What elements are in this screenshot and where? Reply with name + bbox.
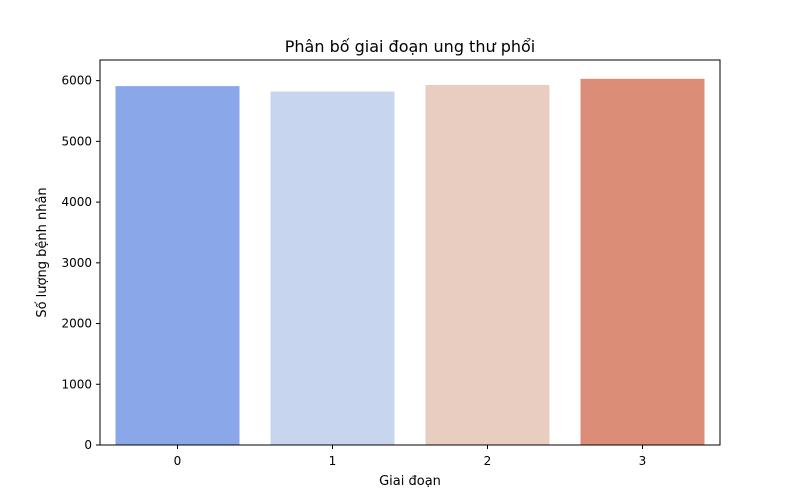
x-tick-label: 1	[329, 454, 337, 468]
y-tick-label: 6000	[61, 74, 92, 88]
chart-title: Phân bố giai đoạn ung thư phổi	[285, 37, 535, 56]
bars-group	[115, 78, 705, 446]
x-tick-label: 2	[484, 454, 492, 468]
bar-0	[115, 86, 240, 445]
y-axis: 0 1000 2000 3000 4000 5000 6000	[61, 74, 100, 452]
x-axis: 0 1 2 3	[174, 445, 647, 468]
bar-3	[580, 78, 705, 445]
x-axis-label: Giai đoạn	[379, 474, 441, 489]
x-tick-label: 3	[639, 454, 647, 468]
y-tick-label: 0	[84, 438, 92, 452]
bar-2	[425, 84, 550, 446]
y-tick-label: 1000	[61, 377, 92, 391]
y-tick-label: 3000	[61, 256, 92, 270]
y-tick-label: 2000	[61, 317, 92, 331]
plot-frame	[99, 59, 721, 446]
y-tick-label: 4000	[61, 195, 92, 209]
y-tick-label: 5000	[61, 134, 92, 148]
x-tick-label: 0	[174, 454, 182, 468]
y-axis-label: Số lượng bệnh nhân	[35, 187, 50, 317]
bar-1	[270, 91, 395, 446]
